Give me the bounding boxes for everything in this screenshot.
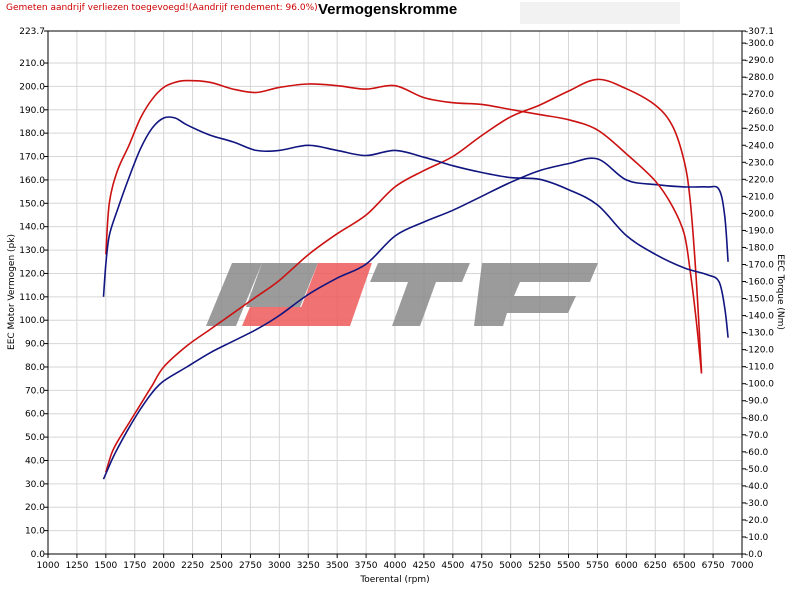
y-tick-label: 60.0 [25,410,45,420]
y2-tick-label: -10.0 [745,533,769,543]
y2-tick-label: -190.0 [745,226,774,236]
y2-tick-label: -90.0 [745,397,769,407]
y2-tick-label: -0.0 [745,550,763,560]
y2-tick-label: -80.0 [745,414,769,424]
x-tick-label: 3000 [268,561,291,571]
y-tick-label: 130.0 [19,246,45,256]
y-tick-label: 170.0 [19,153,45,163]
y-tick-label: 190.0 [19,106,45,116]
y-tick-label: 70.0 [25,386,45,396]
y-tick-label: 50.0 [25,433,45,443]
y-axis-left-ticks: 0.0 10.0 20.0 30.0 40.0 50.0 60.0 70.0 80.0 90.0 1… [19,27,48,560]
x-tick-label: 5500 [557,561,580,571]
y-tick-label: 10.0 [25,527,45,537]
x-axis-label: Toerental (rpm) [359,575,429,585]
x-tick-label: 6500 [673,561,696,571]
y2-tick-label: -20.0 [745,516,769,526]
y2-tick-label: -160.0 [745,278,774,288]
y2-tick-label: -50.0 [745,465,769,475]
y-tick-label: 80.0 [25,363,45,373]
y2-tick-label: -260.0 [745,107,774,117]
btf-logo-watermark [206,263,598,326]
y2-tick-label: -230.0 [745,158,774,168]
torque-curve-3 [102,116,729,338]
title-band [520,2,680,24]
y-tick-label: 30.0 [25,480,45,490]
y2-tick-label: -60.0 [745,448,769,458]
y2-tick-label: -140.0 [745,312,774,322]
y2-tick-label: -180.0 [745,243,774,253]
y2-tick-label: -110.0 [745,363,774,373]
y-tick-label: 110.0 [19,293,45,303]
y-tick-label: 90.0 [25,340,45,350]
x-tick-label: 2250 [181,561,204,571]
x-tick-label: 5750 [586,561,609,571]
y2-tick-label: -270.0 [745,90,774,100]
y2-tick-label: -240.0 [745,141,774,151]
x-tick-label: 1000 [37,561,60,571]
x-tick-label: 3750 [355,561,378,571]
y-tick-label: 200.0 [19,82,45,92]
y-tick-label: 180.0 [19,129,45,139]
y-tick-label: 140.0 [19,223,45,233]
x-tick-label: 4500 [441,561,464,571]
x-tick-label: 6250 [644,561,667,571]
x-axis-ticks: 1000 1250 1500 1750 2000 2250 2500 2750 3000 3250… [37,554,754,571]
y-tick-label: 20.0 [25,503,45,513]
y2-tick-label: -70.0 [745,431,769,441]
series-layer [102,78,729,480]
x-tick-label: 5250 [528,561,551,571]
y2-tick-label: -170.0 [745,260,774,270]
y2-tick-label: -130.0 [745,329,774,339]
y2-tick-label: -210.0 [745,192,774,202]
y-tick-label: 160.0 [19,176,45,186]
y2-tick-label: -300.0 [745,39,774,49]
x-tick-label: 1750 [123,561,146,571]
y2-tick-label: -280.0 [745,73,774,83]
y-tick-label: 150.0 [19,199,45,209]
y2-tick-label: -120.0 [745,346,774,356]
x-tick-label: 4000 [384,561,407,571]
y-axis-left-label: EEC Motor Vermogen (pk) [7,234,17,350]
y2-tick-label: -30.0 [745,499,769,509]
x-tick-label: 3250 [297,561,320,571]
x-tick-label: 1500 [94,561,117,571]
measurement-note: Gemeten aandrijf verliezen toegevoegd!(A… [6,3,318,13]
x-tick-label: 5000 [499,561,522,571]
x-tick-label: 3500 [326,561,349,571]
x-tick-label: 4750 [470,561,493,571]
y-axis-right-label: EEC Torque (Nm) [775,254,785,330]
chart-title: Vermogenskromme [318,1,458,18]
y-tick-label: 210.0 [19,59,45,69]
y2-tick-label: -220.0 [745,175,774,185]
y-tick-label: 0.0 [31,550,46,560]
y-tick-label: 100.0 [19,316,45,326]
y-tick-label: 120.0 [19,269,45,279]
y-tick-label: 40.0 [25,456,45,466]
x-tick-label: 2750 [239,561,262,571]
y2-tick-label: -290.0 [745,56,774,66]
y2-tick-label: -150.0 [745,295,774,305]
x-tick-label: 2000 [152,561,175,571]
power-curve-0 [105,78,703,473]
y2-tick-label: -250.0 [745,124,774,134]
y2-tick-label: -307.1 [745,27,774,37]
torque-curve-2 [105,79,703,374]
x-tick-label: 4250 [412,561,435,571]
y-tick-label: 223.7 [19,27,45,37]
x-tick-label: 1250 [65,561,88,571]
y-axis-right-ticks: -0.0 -10.0 -20.0 -30.0 -40.0 -50.0 -60.0 -70.0 -… [742,27,774,560]
x-tick-label: 2500 [210,561,233,571]
y2-tick-label: -100.0 [745,380,774,390]
y2-tick-label: -200.0 [745,209,774,219]
y2-tick-label: -40.0 [745,482,769,492]
x-tick-label: 6000 [615,561,638,571]
x-tick-label: 7000 [731,561,754,571]
x-tick-label: 6750 [702,561,725,571]
